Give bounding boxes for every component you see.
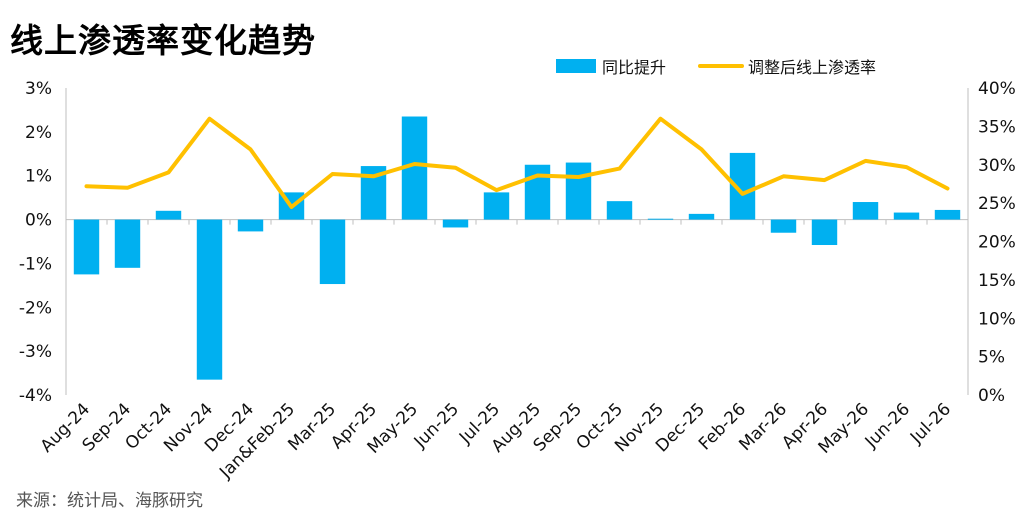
legend-line-label: 调整后线上渗透率 [748,58,876,77]
bar [524,164,551,220]
legend-bar-label: 同比提升 [602,58,666,77]
bar [155,210,182,220]
bar [73,219,100,275]
bar [565,162,592,220]
x-tick-label: Jul-26 [906,399,955,448]
bar [319,219,346,285]
right-tick-label: 35% [978,117,1016,137]
right-tick-label: 25% [978,194,1016,214]
chart-title: 线上渗透率变化趋势 [10,21,316,60]
bar [811,219,838,246]
bar [770,219,797,233]
left-tick-label: 1% [25,167,52,187]
left-tick-label: 3% [25,79,52,99]
bar [114,219,141,268]
right-tick-label: 0% [978,386,1005,406]
right-tick-label: 20% [978,233,1016,253]
left-tick-label: -3% [19,342,52,362]
right-tick-label: 10% [978,309,1016,329]
left-tick-label: -1% [19,254,52,274]
bar [852,202,879,220]
bar [647,218,674,220]
bar [196,219,223,380]
left-tick-label: -2% [19,298,52,318]
left-tick-label: -4% [19,386,52,406]
legend-bar-swatch [556,59,596,73]
right-tick-label: 5% [978,348,1005,368]
bar [934,209,961,220]
line-series [84,116,950,209]
right-tick-label: 40% [978,79,1016,99]
bar [893,212,920,220]
bar [688,213,715,220]
right-tick-label: 15% [978,271,1016,291]
x-tick-label: Jun-26 [861,399,914,452]
x-tick-label: Jun-25 [410,399,463,452]
left-tick-label: 0% [25,211,52,231]
right-tick-label: 30% [978,156,1016,176]
bar [606,201,633,220]
source-note: 来源：统计局、海豚研究 [16,491,203,511]
left-tick-label: 2% [25,123,52,143]
bar [442,219,469,228]
bar [237,219,264,232]
bar [483,192,510,220]
